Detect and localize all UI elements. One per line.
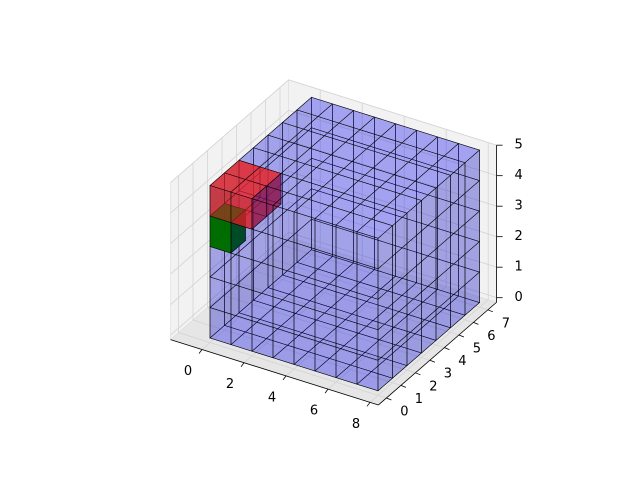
voxel-face-blue: [335, 224, 358, 263]
y-tick-label: 6: [487, 329, 495, 344]
y-tick-label: 5: [473, 342, 481, 357]
y-tick-mark: [487, 309, 494, 313]
voxel-face-blue: [272, 204, 295, 243]
y-tick-mark: [386, 397, 392, 401]
voxel-face-blue: [314, 218, 337, 256]
x-tick-mark: [198, 349, 203, 354]
z-tick-label: 2: [514, 229, 522, 244]
y-tick-mark: [473, 322, 479, 325]
voxel-face-blue: [293, 211, 316, 250]
y-tick-label: 0: [400, 405, 408, 420]
x-tick-label: 4: [268, 390, 276, 405]
y-tick-mark: [458, 334, 465, 338]
x-tick-mark: [366, 402, 371, 407]
y-tick-label: 3: [444, 367, 452, 382]
voxel-face-red: [209, 185, 232, 223]
grid-line: [178, 332, 387, 399]
voxel-face-blue: [251, 198, 274, 237]
voxels: [209, 96, 481, 392]
x-tick-label: 8: [352, 417, 360, 432]
z-tick-label: 1: [514, 260, 522, 275]
grid-line: [170, 79, 289, 183]
grid-line: [369, 299, 489, 403]
y-tick-mark: [429, 359, 436, 363]
grid-line: [170, 110, 289, 214]
x-tick-label: 6: [310, 404, 318, 419]
y-axis-line: [378, 301, 497, 406]
y-tick-label: 1: [415, 392, 423, 407]
z-tick-label: 4: [514, 168, 522, 183]
x-tick-label: 0: [184, 364, 192, 379]
x-tick-mark: [282, 375, 287, 381]
x-axis-line: [170, 339, 379, 406]
x-tick-mark: [324, 388, 329, 394]
z-tick-label: 5: [514, 138, 522, 153]
y-tick-mark: [444, 347, 450, 350]
x-tick-mark: [240, 362, 245, 367]
z-tick-label: 0: [514, 290, 522, 305]
y-tick-mark: [400, 385, 407, 388]
y-tick-mark: [415, 372, 421, 376]
x-tick-label: 2: [226, 377, 234, 392]
voxel-face-blue: [356, 231, 379, 270]
y-tick-label: 2: [429, 379, 437, 394]
y-tick-label: 4: [458, 354, 466, 369]
y-tick-label: 7: [502, 316, 510, 331]
voxel-face-red: [230, 191, 253, 230]
z-tick-label: 3: [514, 199, 522, 214]
grid-line: [288, 79, 497, 146]
